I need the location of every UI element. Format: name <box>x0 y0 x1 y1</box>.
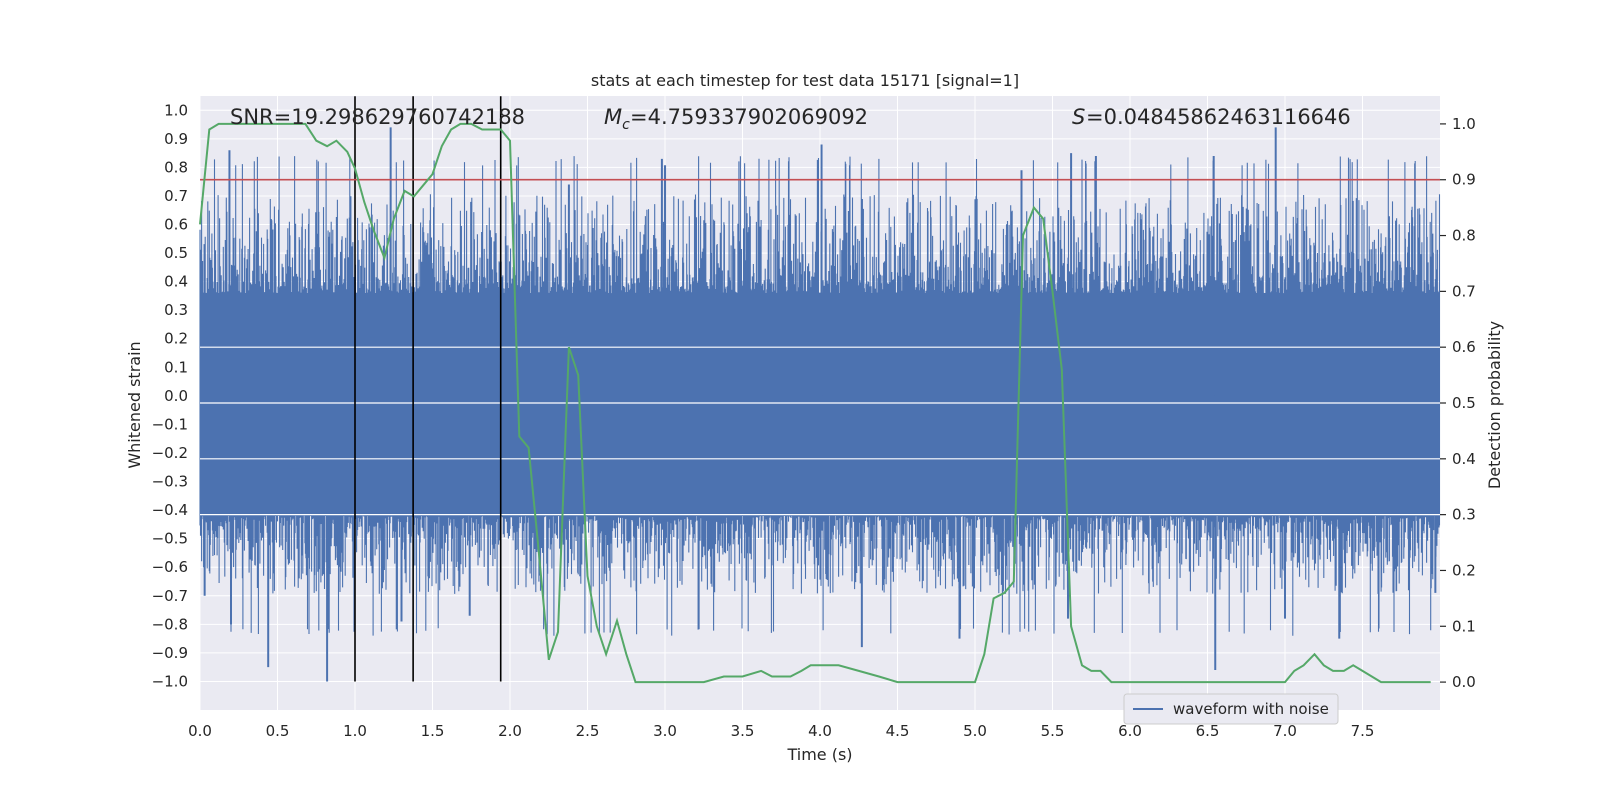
y-right-tick-label: 0.2 <box>1452 561 1476 579</box>
detection-probability-line <box>199 122 1431 684</box>
y-right-tick-label: 1.0 <box>1452 115 1476 133</box>
chart-title: stats at each timestep for test data 151… <box>591 71 1019 90</box>
x-axis-label: Time (s) <box>786 745 852 764</box>
y-left-tick-label: −0.3 <box>152 473 188 491</box>
x-tick-label: 4.5 <box>886 722 910 740</box>
detection-probability-series <box>199 122 1431 684</box>
y-left-tick-label: 0.9 <box>164 130 188 148</box>
y-left-tick-label: −0.1 <box>152 415 188 433</box>
y-left-tick-label: 0.4 <box>164 273 188 291</box>
y-right-axis-ticks: 1.0 0.9 0.8 0.7 0.6 0.5 0.4 0.3 0.2 0.1 0.0 <box>1440 115 1476 691</box>
x-tick-label: 7.5 <box>1351 722 1375 740</box>
y-left-tick-label: 0.2 <box>164 330 188 348</box>
legend-box <box>1123 693 1339 725</box>
y-left-axis-ticks: 1.0 0.9 0.8 0.7 0.6 0.5 0.4 0.3 0.2 0.1 0.0 −0.1 −0.… <box>152 101 188 690</box>
y-right-axis-label: Detection probability <box>1485 321 1504 489</box>
y-left-tick-label: 0.5 <box>164 244 188 262</box>
y-right-tick-label: 0.6 <box>1452 338 1476 356</box>
y-left-tick-label: −0.6 <box>152 558 188 576</box>
y-right-tick-label: 0.7 <box>1452 282 1476 300</box>
y-left-tick-label: −0.7 <box>152 587 188 605</box>
s-annotation: S =0.04845862463116646 <box>1072 105 1351 129</box>
y-left-tick-label: 1.0 <box>164 101 188 119</box>
legend: waveform with noise <box>1123 693 1339 725</box>
y-left-tick-label: −1.0 <box>152 672 188 690</box>
x-tick-label: 4.0 <box>808 722 832 740</box>
x-tick-label: 6.5 <box>1196 722 1220 740</box>
x-tick-label: 0.5 <box>266 722 290 740</box>
x-tick-label: 2.5 <box>576 722 600 740</box>
x-tick-label: 1.0 <box>343 722 367 740</box>
y-right-tick-label: 0.4 <box>1452 450 1476 468</box>
vertical-marker-lines <box>354 96 502 682</box>
s-value: =0.04845862463116646 <box>1086 105 1351 129</box>
y-left-tick-label: −0.9 <box>152 644 188 662</box>
y-left-tick-label: −0.5 <box>152 530 188 548</box>
x-tick-label: 6.0 <box>1118 722 1142 740</box>
y-left-axis-label: Whitened strain <box>125 341 144 468</box>
y-right-tick-label: 0.9 <box>1452 171 1476 189</box>
y-left-tick-label: −0.8 <box>152 615 188 633</box>
y-right-tick-label: 0.1 <box>1452 617 1476 635</box>
y-left-tick-label: 0.7 <box>164 187 188 205</box>
legend-label: waveform with noise <box>1173 700 1329 718</box>
y-right-tick-label: 0.8 <box>1452 227 1476 245</box>
y-left-tick-label: −0.2 <box>152 444 188 462</box>
chirp-mass-value: =4.759337902069092 <box>630 105 868 129</box>
x-tick-label: 3.0 <box>653 722 677 740</box>
y-right-tick-label: 0.0 <box>1452 673 1476 691</box>
y-left-tick-label: 0.6 <box>164 216 188 234</box>
chirp-mass-annotation: Mc =4.759337902069092 <box>604 105 868 133</box>
y-left-tick-label: −0.4 <box>152 501 188 519</box>
x-tick-label: 5.0 <box>963 722 987 740</box>
x-tick-label: 7.0 <box>1273 722 1297 740</box>
y-left-tick-label: 0.0 <box>164 387 188 405</box>
y-left-tick-label: 0.3 <box>164 301 188 319</box>
waveform-dense-band <box>200 310 1440 499</box>
snr-annotation: SNR=19.298629760742188 <box>230 105 525 129</box>
x-tick-label: 5.5 <box>1041 722 1065 740</box>
waveform-series <box>199 127 1441 682</box>
y-right-tick-label: 0.3 <box>1452 506 1476 524</box>
x-axis-ticks: 0.0 0.5 1.0 1.5 2.0 2.5 3.0 3.5 4.0 4.5 5.0 5.5 6.0 6… <box>188 722 1374 740</box>
y-left-tick-label: 0.1 <box>164 358 188 376</box>
x-tick-label: 1.5 <box>421 722 445 740</box>
y-right-tick-label: 0.5 <box>1452 394 1476 412</box>
y-left-tick-label: 0.8 <box>164 158 188 176</box>
x-tick-label: 0.0 <box>188 722 212 740</box>
x-tick-label: 3.5 <box>731 722 755 740</box>
x-tick-label: 2.0 <box>498 722 522 740</box>
svg-text:S: S <box>1072 105 1085 129</box>
